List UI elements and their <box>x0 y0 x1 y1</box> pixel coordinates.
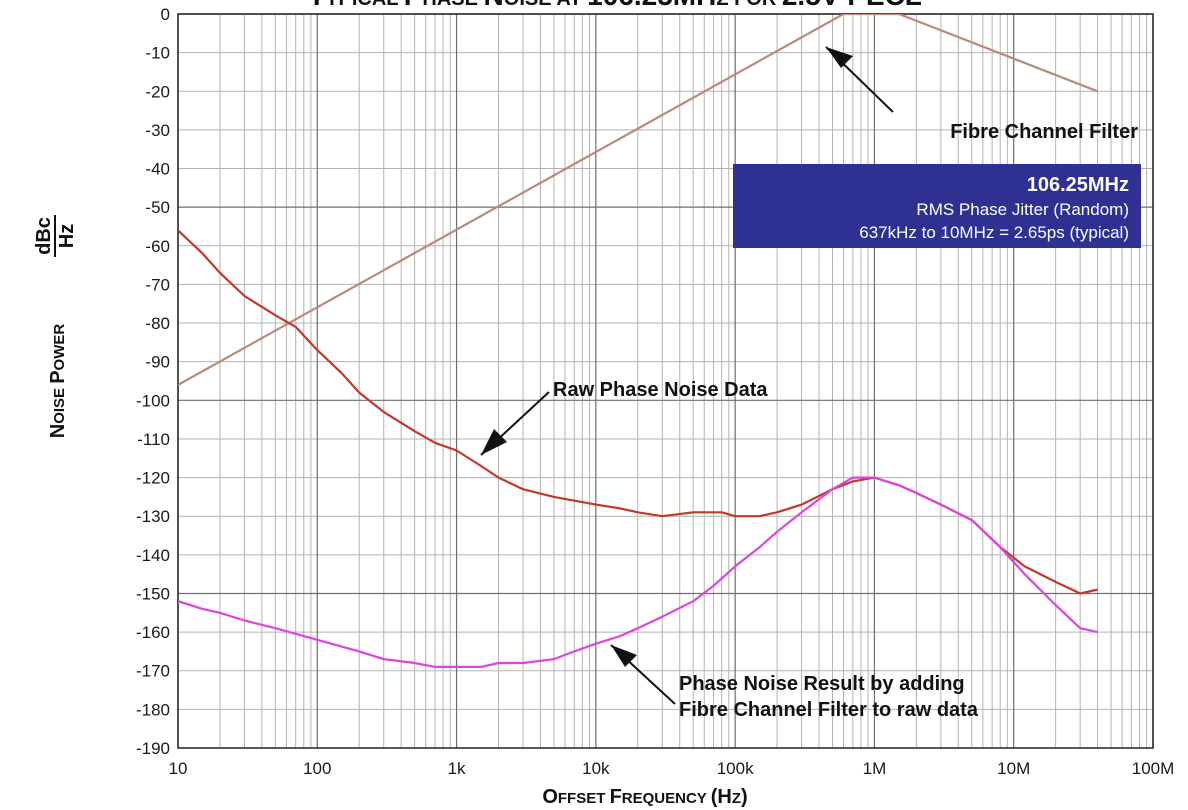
y-tick-label: -140 <box>136 546 170 565</box>
rms-jitter-infobox: 106.25MHz RMS Phase Jitter (Random) 637k… <box>733 164 1141 248</box>
y-tick-label: -160 <box>136 623 170 642</box>
y-tick-label: -170 <box>136 662 170 681</box>
x-tick-label: 10M <box>997 759 1030 778</box>
x-tick-label: 10k <box>582 759 610 778</box>
y-tick-label: -130 <box>136 507 170 526</box>
y-unit-numerator: dBc <box>33 217 55 255</box>
y-tick-label: 0 <box>161 5 170 24</box>
y-tick-label: -70 <box>145 275 170 294</box>
infobox-frequency: 106.25MHz <box>1026 174 1129 196</box>
annotation-result-text-2: Fibre Channel Filter to raw data <box>679 699 979 721</box>
infobox-jitter-value: 637kHz to 10MHz = 2.65ps (typical) <box>859 223 1129 242</box>
arrow-filter-head <box>826 47 853 68</box>
annotation-fibre-channel-filter: Fibre Channel Filter <box>825 46 1138 143</box>
x-tick-label: 100 <box>303 759 331 778</box>
y-tick-labels: 0 -10 -20 -30 -40 -50 -60 -70 -80 -90 -100 -110 -120… <box>136 5 170 758</box>
y-tick-label: -10 <box>145 44 170 63</box>
x-axis-label: OFFSET FREQUENCY (HZ) <box>542 786 747 808</box>
infobox-jitter-title: RMS Phase Jitter (Random) <box>916 200 1129 219</box>
y-tick-label: -40 <box>145 160 170 179</box>
y-tick-label: -120 <box>136 469 170 488</box>
y-axis-unit: dBc Hz <box>33 215 78 257</box>
chart-title: TYPICAL PHASE NOISE AT 106.25MHZ FOR 2.5… <box>308 0 922 11</box>
y-tick-label: -110 <box>137 430 170 449</box>
y-tick-label: -180 <box>136 700 170 719</box>
x-tick-label: 100k <box>717 759 754 778</box>
y-axis-label-group: NOISE POWER <box>47 324 69 439</box>
y-tick-label: -90 <box>145 353 170 372</box>
series-line-filter <box>178 14 1098 386</box>
y-tick-label: -150 <box>136 584 170 603</box>
y-tick-label: -100 <box>136 391 170 410</box>
y-tick-label: -80 <box>145 314 170 333</box>
annotation-raw-phase-noise: Raw Phase Noise Data <box>480 379 768 456</box>
series-lines <box>178 14 1098 668</box>
y-tick-label: -30 <box>145 121 170 140</box>
x-tick-label: 1M <box>863 759 887 778</box>
y-tick-label: -20 <box>145 82 170 101</box>
y-tick-label: -60 <box>145 237 170 256</box>
plot-frame <box>177 13 1154 749</box>
minor-grid <box>178 14 1153 749</box>
annotation-phase-noise-result: Phase Noise Result by adding Fibre Chann… <box>610 644 979 721</box>
y-axis-label: NOISE POWER <box>47 324 69 439</box>
series-line-result <box>178 476 1098 668</box>
annotation-result-text-1: Phase Noise Result by adding <box>679 673 965 695</box>
y-tick-label: -50 <box>145 198 170 217</box>
annotation-filter-text: Fibre Channel Filter <box>950 121 1138 143</box>
arrow-result-head <box>611 645 637 667</box>
x-tick-label: 1k <box>448 759 466 778</box>
x-tick-label: 10 <box>169 759 188 778</box>
y-unit-denominator: Hz <box>56 224 78 248</box>
x-tick-label: 100M <box>1132 759 1175 778</box>
y-tick-label: -190 <box>136 739 170 758</box>
x-tick-labels: 10 100 1k 10k 100k 1M 10M 100M <box>169 759 1175 778</box>
arrow-raw-head <box>481 429 507 455</box>
annotation-raw-text: Raw Phase Noise Data <box>553 379 768 401</box>
